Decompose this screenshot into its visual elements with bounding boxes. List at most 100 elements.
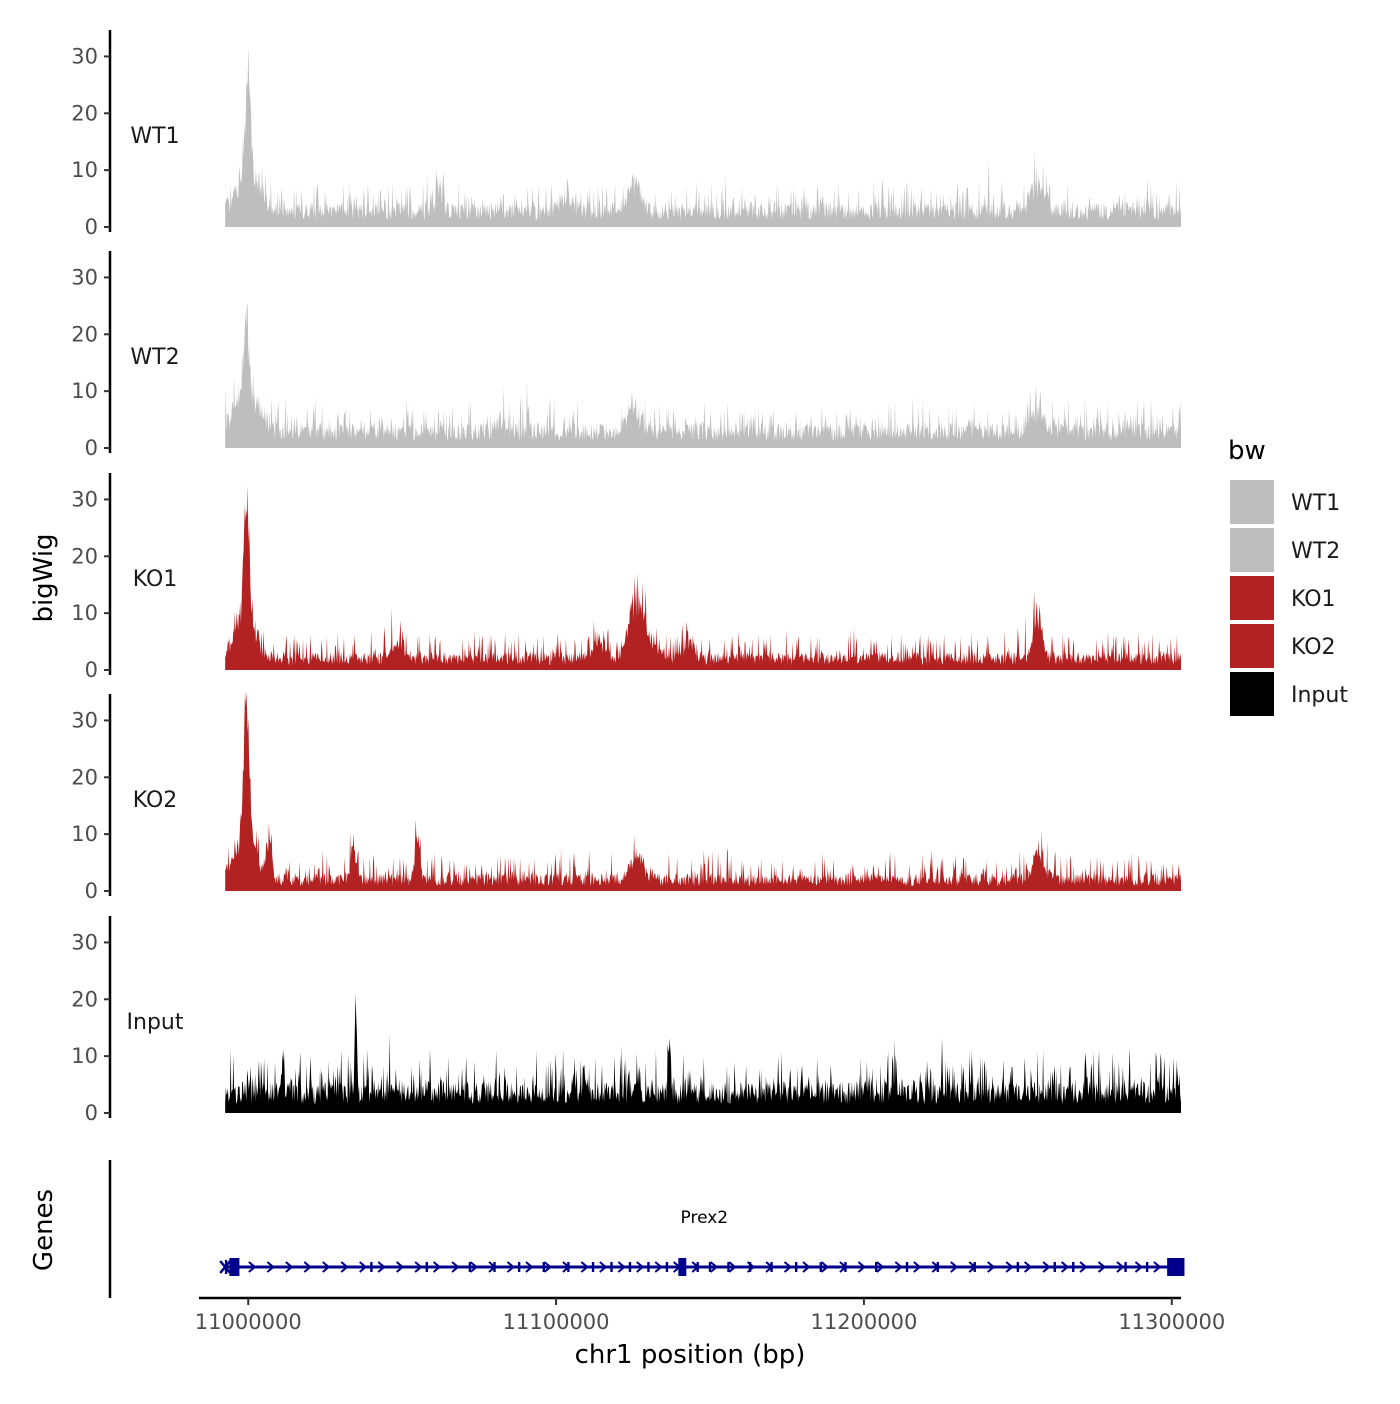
exon [1072,1262,1075,1272]
strand-arrow [432,1261,442,1273]
exon [819,1262,823,1272]
strand-arrow [709,1261,719,1273]
legend-swatch [1230,576,1274,620]
exon [370,1262,373,1272]
y-tick-label: 30 [71,44,98,68]
signal-area-input [225,994,1182,1113]
track-label-wt1: WT1 [130,124,179,149]
x-tick-label: 11300000 [1118,1310,1225,1334]
strand-arrow [1153,1261,1162,1273]
strand-arrow [285,1261,294,1273]
y-tick-label: 10 [71,158,98,182]
legend: bw WT1 WT2 KO1 KO2 Input [1228,436,1348,716]
y-tick-label: 20 [71,544,98,568]
strand-arrow [543,1261,552,1273]
exon [1145,1262,1149,1272]
legend-label: Input [1291,683,1348,708]
exon [468,1262,472,1272]
strand-arrow [469,1261,479,1273]
legend-title: bw [1228,436,1266,466]
legend-item-ko1: KO1 [1230,576,1336,620]
y-tick-label: 0 [85,879,98,903]
y-tick-label: 0 [85,436,98,460]
strand-arrow [525,1261,534,1273]
y-tick-label: 30 [71,487,98,511]
utr-block-end [1167,1258,1185,1276]
strand-arrow [248,1261,257,1273]
exon [1124,1262,1127,1272]
strand-arrow [987,1261,996,1273]
track-label-wt2: WT2 [130,345,179,370]
strand-arrow [728,1261,737,1273]
exon [1016,1262,1020,1272]
strand-arrow [580,1261,589,1273]
strand-arrow [802,1261,811,1273]
genes-axis-title: Genes [29,1189,59,1271]
y-tick-label: 0 [85,658,98,682]
legend-item-wt1: WT1 [1230,480,1340,524]
strand-arrow [950,1261,959,1273]
track-wt2: 0 10 20 30 WT2 [71,251,1182,460]
exon [727,1262,730,1272]
x-axis-title: chr1 position (bp) [575,1340,806,1370]
legend-item-wt2: WT2 [1230,528,1340,572]
strand-arrow [395,1261,405,1273]
strand-arrow [857,1261,866,1273]
y-tick-label: 20 [71,987,98,1011]
exon [647,1262,650,1272]
gene-start-mark [219,1260,232,1274]
track-ko2: 0 10 20 30 KO2 [71,692,1182,903]
y-tick-label: 10 [71,601,98,625]
strand-arrow [636,1261,645,1273]
exon [770,1262,773,1272]
exon [542,1262,545,1272]
strand-arrow [876,1261,885,1273]
legend-items: WT1 WT2 KO1 KO2 Input [1230,480,1348,716]
signal-area-wt1 [225,45,1182,227]
strand-arrow [1116,1261,1125,1273]
strand-arrow [654,1261,663,1273]
gene-name-label: Prex2 [681,1208,729,1228]
strand-arrow [783,1261,793,1273]
y-tick-label: 0 [85,215,98,239]
exon [517,1262,521,1272]
exon [1053,1262,1056,1272]
utr-block-start [229,1258,240,1276]
exon [665,1262,669,1272]
x-axis: 11000000 11100000 11200000 11300000 [195,1296,1225,1334]
legend-swatch [1230,480,1274,524]
legend-label: WT1 [1291,491,1340,516]
y-tick-label: 10 [71,1044,98,1068]
x-tick-label: 11200000 [810,1310,917,1334]
exon [708,1262,712,1272]
track-ko1: 0 10 20 30 KO1 [71,473,1182,682]
y-tick-label: 10 [71,822,98,846]
strand-arrow [617,1261,626,1273]
strand-arrow [1079,1261,1088,1273]
signal-area-ko1 [225,484,1182,670]
exon [696,1262,699,1272]
legend-label: KO2 [1291,635,1336,660]
y-tick-label: 30 [71,708,98,732]
strand-arrow [266,1261,275,1273]
exon [628,1262,632,1272]
exon [875,1262,878,1272]
y-tick-label: 30 [71,930,98,954]
exon [591,1262,595,1272]
strand-arrow [506,1261,516,1273]
track-wt1: 0 10 20 30 WT1 [71,30,1182,239]
exon [973,1262,976,1272]
legend-label: WT2 [1291,539,1340,564]
gene-track: Prex2 [108,1160,1185,1298]
legend-label: KO1 [1291,587,1336,612]
strand-arrow [451,1261,460,1273]
legend-item-input: Input [1230,672,1348,716]
exon [493,1262,496,1272]
exon [905,1262,909,1272]
y-tick-label: 20 [71,101,98,125]
signal-area-ko2 [225,692,1182,891]
strand-arrow [1134,1261,1144,1273]
y-tick-label: 20 [71,322,98,346]
